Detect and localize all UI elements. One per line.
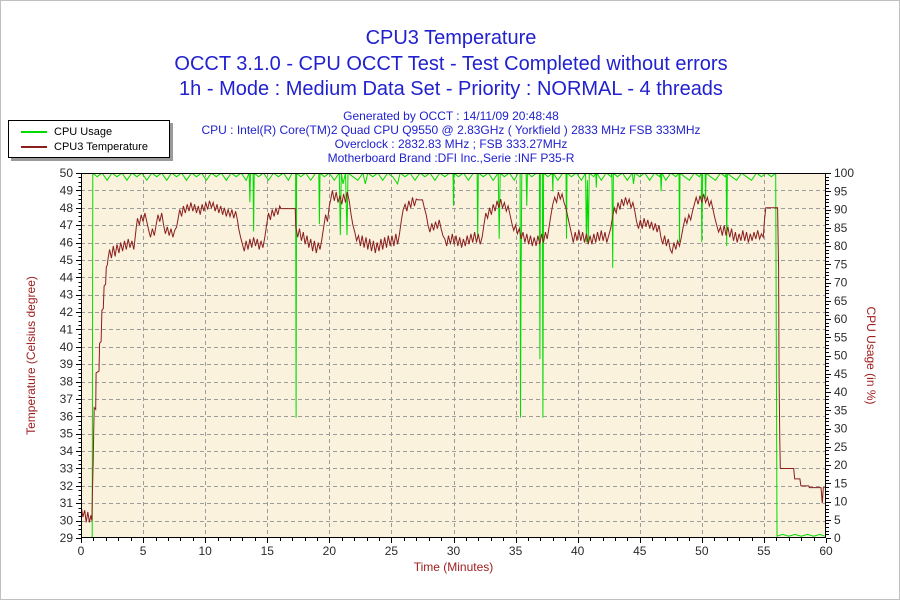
legend-item-cpu-usage: CPU Usage — [13, 124, 165, 139]
cpu-info: CPU : Intel(R) Core(TM)2 Quad CPU Q9550 … — [201, 123, 701, 137]
svg-text:41: 41 — [60, 322, 74, 336]
svg-text:40: 40 — [834, 385, 848, 399]
svg-text:0: 0 — [834, 531, 841, 545]
svg-text:30: 30 — [447, 544, 461, 558]
svg-text:33: 33 — [60, 461, 74, 475]
svg-text:35: 35 — [834, 403, 848, 417]
svg-text:100: 100 — [834, 166, 854, 180]
svg-text:46: 46 — [60, 236, 74, 250]
svg-text:55: 55 — [757, 544, 771, 558]
generated-timestamp: Generated by OCCT : 14/11/09 20:48:48 — [343, 109, 559, 123]
svg-text:60: 60 — [819, 544, 833, 558]
motherboard-info: Motherboard Brand :DFI Inc.,Serie :INF P… — [327, 151, 575, 165]
x-axis-title: Time (Minutes) — [414, 560, 494, 574]
svg-text:45: 45 — [834, 367, 848, 381]
svg-text:43: 43 — [60, 288, 74, 302]
svg-text:5: 5 — [140, 544, 147, 558]
svg-text:70: 70 — [834, 276, 848, 290]
svg-text:50: 50 — [695, 544, 709, 558]
svg-text:15: 15 — [261, 544, 275, 558]
svg-text:36: 36 — [60, 409, 74, 423]
plot-area — [81, 173, 826, 538]
svg-text:10: 10 — [834, 495, 848, 509]
test-mode-subtitle: 1h - Mode : Medium Data Set - Priority :… — [179, 78, 723, 100]
overclock-info: Overclock : 2832.83 MHz ; FSB 333.27MHz — [334, 137, 568, 151]
right-axis-title: CPU Usage (in %) — [864, 306, 878, 404]
cpu-usage-line-swatch — [21, 130, 47, 133]
right-axis-tick-labels: 0 5 10 15 20 25 30 35 40 45 50 55 60 65 70 75 80 85 90 95 10… — [834, 166, 854, 545]
svg-text:35: 35 — [509, 544, 523, 558]
plot-border — [81, 173, 826, 538]
svg-text:32: 32 — [60, 479, 74, 493]
svg-text:30: 30 — [60, 514, 74, 528]
svg-text:50: 50 — [60, 166, 74, 180]
svg-text:45: 45 — [633, 544, 647, 558]
svg-text:25: 25 — [385, 544, 399, 558]
svg-text:85: 85 — [834, 221, 848, 235]
svg-text:48: 48 — [60, 201, 74, 215]
svg-text:37: 37 — [60, 392, 74, 406]
left-axis-title: Temperature (Celsius degree) — [24, 276, 38, 435]
svg-text:15: 15 — [834, 476, 848, 490]
test-result-subtitle: OCCT 3.1.0 - CPU OCCT Test - Test Comple… — [174, 53, 728, 75]
legend: CPU Usage CPU3 Temperature — [8, 120, 170, 158]
axis-ticks — [76, 173, 831, 543]
svg-text:0: 0 — [78, 544, 85, 558]
left-axis-tick-labels: 29 30 31 32 33 34 35 36 37 38 39 40 41 42 43 44 45 46 47 48… — [60, 166, 74, 545]
svg-text:40: 40 — [571, 544, 585, 558]
svg-text:50: 50 — [834, 349, 848, 363]
x-axis-tick-labels: 0 5 10 15 20 25 30 35 40 45 50 55 60 — [78, 544, 833, 558]
page-title: CPU3 Temperature — [365, 27, 537, 49]
svg-text:49: 49 — [60, 183, 74, 197]
svg-text:5: 5 — [834, 513, 841, 527]
svg-text:65: 65 — [834, 294, 848, 308]
svg-text:75: 75 — [834, 257, 848, 271]
svg-text:45: 45 — [60, 253, 74, 267]
legend-label-cpu3-temperature: CPU3 Temperature — [54, 140, 148, 153]
legend-label-cpu-usage: CPU Usage — [54, 125, 113, 138]
cpu3-temperature-line — [81, 190, 825, 523]
svg-text:25: 25 — [834, 440, 848, 454]
svg-text:38: 38 — [60, 375, 74, 389]
svg-text:31: 31 — [60, 496, 74, 510]
svg-text:60: 60 — [834, 312, 848, 326]
svg-text:47: 47 — [60, 218, 74, 232]
svg-text:55: 55 — [834, 330, 848, 344]
svg-text:40: 40 — [60, 340, 74, 354]
svg-text:39: 39 — [60, 357, 74, 371]
svg-text:35: 35 — [60, 427, 74, 441]
svg-text:29: 29 — [60, 531, 74, 545]
legend-item-cpu3-temperature: CPU3 Temperature — [13, 139, 165, 154]
svg-text:90: 90 — [834, 203, 848, 217]
svg-text:34: 34 — [60, 444, 74, 458]
svg-text:80: 80 — [834, 239, 848, 253]
svg-text:10: 10 — [198, 544, 212, 558]
svg-text:42: 42 — [60, 305, 74, 319]
svg-text:20: 20 — [834, 458, 848, 472]
svg-text:95: 95 — [834, 184, 848, 198]
svg-text:20: 20 — [323, 544, 337, 558]
cpu3-temperature-line-swatch — [21, 145, 47, 148]
svg-text:44: 44 — [60, 270, 74, 284]
svg-text:30: 30 — [834, 422, 848, 436]
